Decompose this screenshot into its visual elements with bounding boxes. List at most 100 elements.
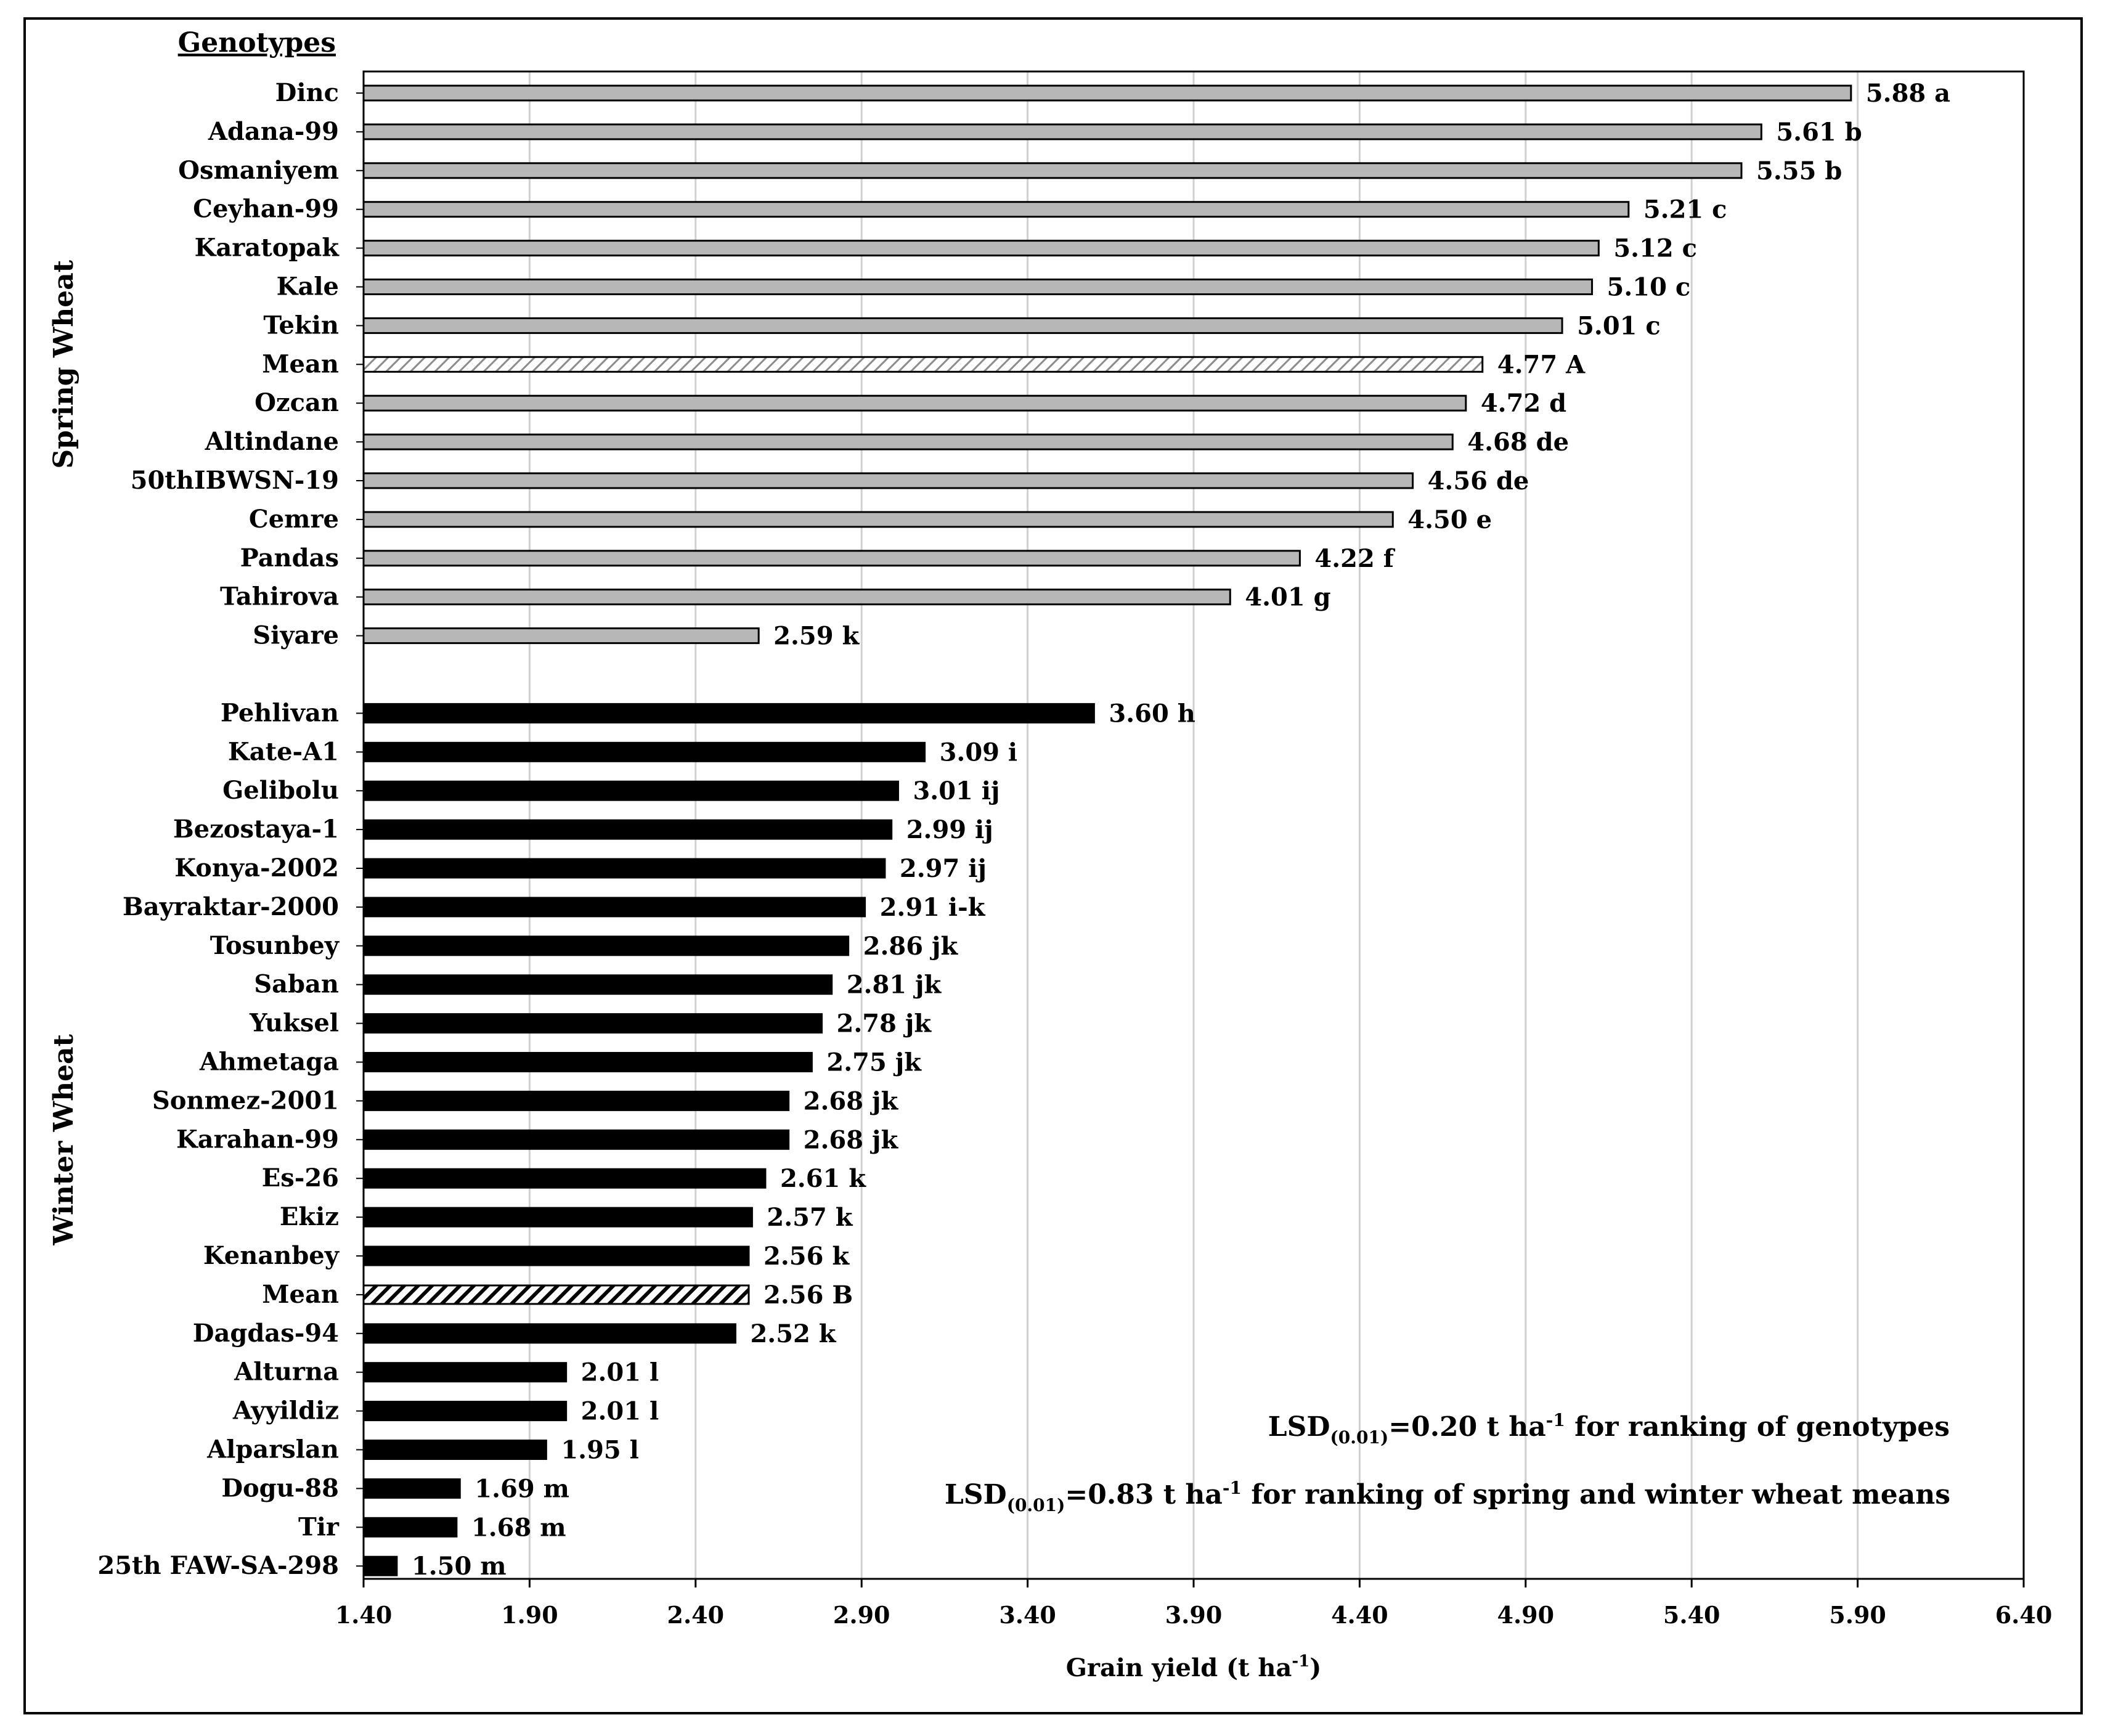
- bar-winter-wheat-mean: [362, 1284, 750, 1305]
- bar-spring-wheat-osmaniyem-2: [362, 162, 1743, 179]
- bar-winter-wheat-kenanbey-14: [362, 1245, 750, 1266]
- bar-winter-wheat-konya-2002-4: [362, 858, 886, 879]
- bar-winter-wheat-kate-a1-1: [362, 741, 926, 762]
- category-label-winter-wheat-bayraktar-2000-5: Bayraktar-2000: [123, 892, 339, 921]
- category-label-spring-wheat-mean: Mean: [262, 349, 339, 378]
- x-tick-label-4.40: 4.40: [1331, 1601, 1388, 1629]
- data-label-winter-wheat-es-26-12: 2.61 k: [780, 1164, 866, 1193]
- category-label-spring-wheat-pandas-12: Pandas: [240, 544, 339, 573]
- lsd-annotation-2: LSD(0.01)=0.83 t ha-1 for ranking of spr…: [945, 1478, 1950, 1515]
- x-tick-label-6.40: 6.40: [1995, 1601, 2053, 1629]
- data-label-spring-wheat-kale-5: 5.10 c: [1607, 273, 1691, 302]
- data-label-spring-wheat-tahirova-13: 4.01 g: [1245, 583, 1330, 612]
- bar-spring-wheat-tekin-6: [362, 317, 1563, 334]
- bar-winter-wheat-25th-faw-sa-298-22: [362, 1555, 398, 1576]
- data-label-spring-wheat-ceyhan-99-3: 5.21 c: [1643, 195, 1727, 224]
- data-label-winter-wheat-25th-faw-sa-298-22: 1.50 m: [412, 1552, 507, 1581]
- data-label-spring-wheat-dinc-0: 5.88 a: [1866, 79, 1950, 108]
- category-label-winter-wheat-gelibolu-2: Gelibolu: [222, 776, 339, 805]
- bar-spring-wheat-siyare-14: [362, 627, 760, 645]
- category-label-winter-wheat-tosunbey-6: Tosunbey: [210, 931, 340, 960]
- bar-spring-wheat-mean: [362, 356, 1484, 373]
- data-label-spring-wheat-ozcan-8: 4.72 d: [1481, 389, 1566, 418]
- data-label-winter-wheat-dogu-88-20: 1.69 m: [474, 1474, 569, 1503]
- category-label-winter-wheat-karahan-99-11: Karahan-99: [176, 1125, 339, 1154]
- category-label-spring-wheat-tahirova-13: Tahirova: [220, 582, 339, 611]
- data-label-winter-wheat-yuksel-8: 2.78 jk: [837, 1009, 932, 1038]
- data-label-spring-wheat-tekin-6: 5.01 c: [1577, 311, 1661, 340]
- data-label-spring-wheat-pandas-12: 4.22 f: [1314, 544, 1395, 573]
- category-label-winter-wheat-alturna-17: Alturna: [234, 1358, 339, 1387]
- category-label-winter-wheat-kenanbey-14: Kenanbey: [203, 1241, 340, 1270]
- bar-winter-wheat-bayraktar-2000-5: [362, 897, 866, 918]
- data-label-winter-wheat-bayraktar-2000-5: 2.91 i-k: [880, 893, 986, 922]
- category-label-spring-wheat-50thibwsn-19-10: 50thIBWSN-19: [131, 466, 339, 495]
- category-label-winter-wheat-dagdas-94-16: Dagdas-94: [193, 1319, 339, 1348]
- category-label-winter-wheat-konya-2002-4: Konya-2002: [174, 854, 339, 882]
- data-label-spring-wheat-mean: 4.77 A: [1497, 350, 1586, 379]
- category-label-winter-wheat-kate-a1-1: Kate-A1: [228, 737, 339, 766]
- bar-spring-wheat-tahirova-13: [362, 589, 1231, 606]
- bar-winter-wheat-dogu-88-20: [362, 1478, 461, 1499]
- category-label-winter-wheat-tir-21: Tir: [298, 1512, 340, 1541]
- data-label-winter-wheat-sonmez-2001-10: 2.68 jk: [804, 1086, 899, 1115]
- x-tick-label-4.90: 4.90: [1497, 1601, 1555, 1629]
- data-label-winter-wheat-alturna-17: 2.01 l: [581, 1358, 659, 1387]
- category-label-winter-wheat-saban-7: Saban: [254, 970, 339, 999]
- data-label-winter-wheat-tir-21: 1.68 m: [471, 1513, 566, 1542]
- category-label-winter-wheat-ekiz-13: Ekiz: [280, 1202, 339, 1231]
- bar-winter-wheat-sonmez-2001-10: [362, 1090, 790, 1111]
- data-label-spring-wheat-karatopak-4: 5.12 c: [1613, 234, 1697, 263]
- data-label-winter-wheat-alparslan-19: 1.95 l: [561, 1436, 639, 1465]
- bar-spring-wheat-kale-5: [362, 279, 1594, 295]
- data-label-winter-wheat-kenanbey-14: 2.56 k: [763, 1242, 850, 1271]
- data-label-winter-wheat-kate-a1-1: 3.09 i: [940, 738, 1018, 767]
- text-layer: 1.40 1.90 2.40 2.90 3.40 3.90 4.40 4.90 5.40 5.90…: [48, 27, 2052, 1682]
- data-label-spring-wheat-siyare-14: 2.59 k: [773, 622, 860, 651]
- data-label-winter-wheat-tosunbey-6: 2.86 jk: [863, 932, 959, 961]
- data-label-winter-wheat-ahmetaga-9: 2.75 jk: [826, 1048, 922, 1077]
- category-label-spring-wheat-tekin-6: Tekin: [263, 311, 339, 340]
- bar-spring-wheat-cemre-11: [362, 511, 1394, 528]
- category-label-spring-wheat-ozcan-8: Ozcan: [254, 388, 339, 417]
- bar-spring-wheat-pandas-12: [362, 550, 1301, 567]
- category-label-spring-wheat-osmaniyem-2: Osmaniyem: [178, 156, 339, 185]
- bar-spring-wheat-karatopak-4: [362, 240, 1600, 257]
- category-label-winter-wheat-yuksel-8: Yuksel: [249, 1009, 339, 1038]
- data-label-winter-wheat-konya-2002-4: 2.97 ij: [900, 854, 987, 883]
- category-label-spring-wheat-karatopak-4: Karatopak: [195, 234, 340, 263]
- category-label-winter-wheat-dogu-88-20: Dogu-88: [221, 1473, 339, 1502]
- category-label-winter-wheat-25th-faw-sa-298-22: 25th FAW-SA-298: [97, 1551, 339, 1580]
- data-label-spring-wheat-osmaniyem-2: 5.55 b: [1756, 157, 1842, 185]
- x-tick-label-3.40: 3.40: [999, 1601, 1056, 1629]
- category-label-spring-wheat-altindane-9: Altindane: [205, 427, 339, 456]
- x-tick-label-1.40: 1.40: [335, 1601, 393, 1629]
- data-label-winter-wheat-bezostaya-1-3: 2.99 ij: [906, 815, 993, 844]
- bar-spring-wheat-dinc-0: [362, 84, 1852, 102]
- bar-spring-wheat-altindane-9: [362, 433, 1454, 450]
- data-label-spring-wheat-cemre-11: 4.50 e: [1407, 505, 1492, 534]
- x-tick-label-2.40: 2.40: [667, 1601, 725, 1629]
- category-label-spring-wheat-siyare-14: Siyare: [253, 621, 339, 650]
- bar-winter-wheat-alparslan-19: [362, 1440, 547, 1460]
- category-label-winter-wheat-pehlivan-0: Pehlivan: [221, 698, 339, 727]
- data-label-winter-wheat-mean: 2.56 B: [763, 1281, 853, 1310]
- bar-winter-wheat-gelibolu-2: [362, 780, 899, 801]
- data-label-winter-wheat-saban-7: 2.81 jk: [847, 971, 942, 1000]
- data-label-spring-wheat-adana-99-1: 5.61 b: [1776, 118, 1862, 147]
- category-label-winter-wheat-bezostaya-1-3: Bezostaya-1: [173, 815, 339, 844]
- data-label-winter-wheat-dagdas-94-16: 2.52 k: [750, 1319, 836, 1348]
- data-label-winter-wheat-gelibolu-2: 3.01 ij: [913, 776, 1000, 805]
- outer-frame: [23, 17, 2083, 1714]
- data-label-winter-wheat-ekiz-13: 2.57 k: [767, 1203, 853, 1232]
- x-tick-label-2.90: 2.90: [833, 1601, 890, 1629]
- lsd-annotation-1: LSD(0.01)=0.20 t ha-1 for ranking of gen…: [1268, 1410, 1950, 1448]
- bar-winter-wheat-tosunbey-6: [362, 935, 850, 956]
- category-label-spring-wheat-kale-5: Kale: [277, 272, 339, 301]
- bar-winter-wheat-yuksel-8: [362, 1013, 823, 1034]
- bar-winter-wheat-ahmetaga-9: [362, 1052, 813, 1072]
- category-label-winter-wheat-mean: Mean: [262, 1280, 339, 1309]
- category-label-spring-wheat-adana-99-1: Adana-99: [208, 117, 339, 146]
